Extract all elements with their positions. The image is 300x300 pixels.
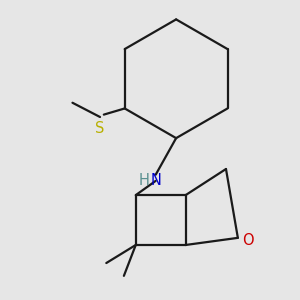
Text: H: H [139,173,150,188]
Text: O: O [243,233,254,248]
Text: N: N [150,173,161,188]
Text: S: S [95,121,105,136]
